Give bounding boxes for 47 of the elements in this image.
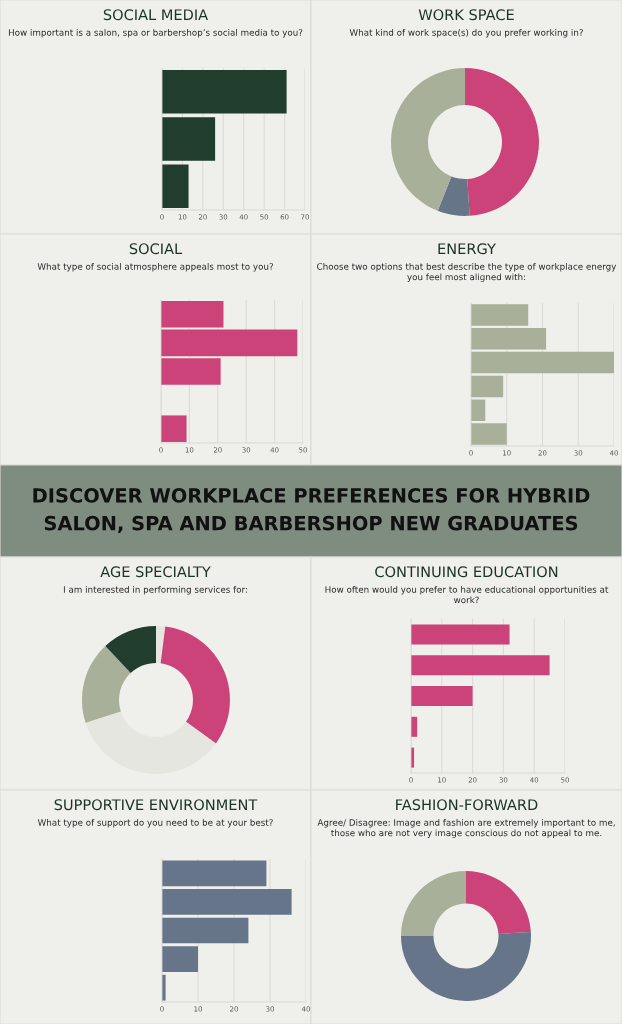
chart-title: CONTINUING EDUCATION — [375, 566, 558, 578]
bar — [411, 655, 550, 676]
bar — [162, 946, 198, 972]
bar — [471, 375, 504, 398]
bar — [471, 304, 529, 326]
text: DISCOVER WORKPLACE PREFERENCES FOR HYBRID SALON, SPA AND BARBERSHOP NEW GRADUATES — [33, 488, 590, 533]
donut-slice — [437, 176, 470, 216]
donut-slice — [401, 931, 531, 1001]
bar — [162, 117, 216, 161]
bar — [162, 164, 189, 209]
donut-slice — [85, 711, 216, 774]
donut-slice — [156, 626, 166, 664]
donut-slice — [391, 68, 465, 211]
bar — [471, 423, 507, 445]
chart-subtitle: Agree/ Disagree: Image and fashion are extremely important to me, those who are not very image conscious do not appeal to me. — [317, 819, 615, 838]
chart-subtitle: Choose two options that best describe the type of workplace energy you feel most aligned with: — [317, 263, 617, 282]
donut-slice — [82, 646, 131, 723]
bar — [162, 889, 292, 915]
chart-subtitle: What kind of work space(s) do you prefer working in? — [349, 29, 583, 38]
bar — [162, 917, 249, 944]
bar — [162, 69, 287, 114]
bar — [161, 301, 224, 328]
donut-slice — [160, 626, 230, 744]
donut-slice — [401, 871, 466, 936]
bar — [411, 624, 510, 645]
chart-subtitle: I am interested in performing services for: — [63, 586, 247, 595]
chart-subtitle: What type of support do you need to be at your best? — [37, 819, 273, 828]
chart-subtitle: How important is a salon, spa or barbershop’s social media to you? — [8, 29, 303, 38]
chart-title: SOCIAL MEDIA — [103, 9, 209, 21]
chart-title: ENERGY — [438, 243, 496, 255]
chart-title: SUPPORTIVE ENVIRONMENT — [54, 799, 258, 811]
chart-title: WORK SPACE — [418, 9, 514, 21]
bar — [162, 860, 267, 887]
chart-title: AGE SPECIALTY — [100, 566, 211, 578]
bar — [161, 358, 221, 385]
chart-title: FASHION-FORWARD — [396, 799, 538, 811]
bar — [161, 415, 187, 442]
bar — [411, 685, 473, 707]
donut-slice — [466, 871, 531, 934]
chart-subtitle: What type of social atmosphere appeals most to you? — [37, 263, 274, 272]
chart-title: SOCIAL — [129, 243, 183, 255]
bar — [471, 328, 547, 350]
donut-slice — [105, 626, 156, 674]
chart-subtitle: How often would you prefer to have educational opportunities at work? — [325, 586, 609, 604]
donut-slice — [465, 68, 539, 216]
bar — [471, 351, 614, 374]
bar — [161, 329, 298, 357]
